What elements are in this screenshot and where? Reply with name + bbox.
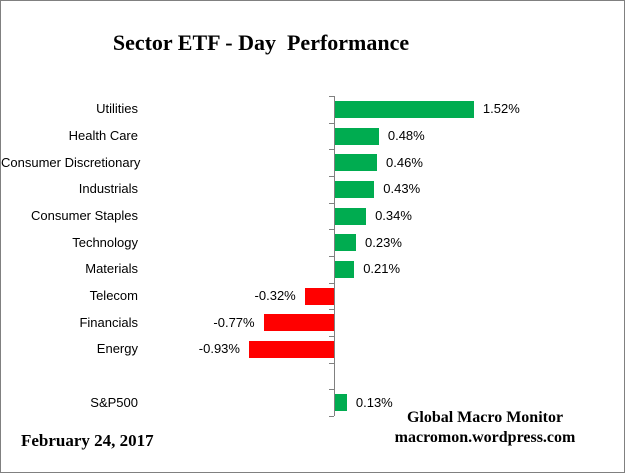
value-label: 0.48% xyxy=(387,128,425,143)
negative-bar xyxy=(263,314,334,332)
axis-tick xyxy=(329,362,334,364)
watermark: Global Macro Monitor macromon.wordpress.… xyxy=(377,408,593,448)
positive-bar xyxy=(335,127,379,145)
value-label: -0.32% xyxy=(254,288,296,303)
value-label: 0.21% xyxy=(363,261,401,277)
axis-tick xyxy=(329,96,334,97)
value-axis xyxy=(334,96,335,416)
positive-bar xyxy=(335,234,357,252)
date-label: February 24, 2017 xyxy=(21,431,154,450)
category-label: Utilities xyxy=(96,101,138,117)
axis-tick xyxy=(329,416,334,417)
axis-tick xyxy=(329,256,334,257)
positive-bar xyxy=(335,394,347,412)
chart-title: Sector ETF - Day Performance xyxy=(112,30,410,55)
axis-tick xyxy=(329,309,334,311)
category-label: Consumer Staples xyxy=(31,208,138,223)
value-label: -0.77% xyxy=(213,314,255,330)
category-label: Health Care xyxy=(68,128,138,143)
value-label: 1.52% xyxy=(482,101,520,117)
watermark-line1: Global Macro Monitor xyxy=(406,409,564,426)
value-label: 0.43% xyxy=(383,181,421,197)
axis-tick xyxy=(329,149,334,151)
value-label: 0.13% xyxy=(355,394,393,410)
category-label: Financials xyxy=(79,314,138,330)
category-label: Industrials xyxy=(78,181,138,197)
category-label: Technology xyxy=(72,234,138,250)
category-label: Consumer Discretionary xyxy=(1,154,141,170)
negative-bar xyxy=(248,340,334,358)
category-label: Materials xyxy=(85,261,138,277)
axis-tick xyxy=(329,336,334,337)
value-label: 0.46% xyxy=(386,154,423,170)
axis-tick xyxy=(329,282,334,284)
axis-tick xyxy=(329,229,334,231)
positive-bar xyxy=(335,260,355,278)
axis-tick xyxy=(329,176,334,177)
axis-tick xyxy=(329,202,334,204)
negative-bar xyxy=(304,287,334,305)
value-label: 0.34% xyxy=(375,208,412,223)
positive-bar xyxy=(335,154,378,172)
positive-bar xyxy=(335,207,367,225)
category-label: S&P500 xyxy=(90,394,138,410)
value-label: 0.23% xyxy=(365,234,402,250)
category-label: Energy xyxy=(96,341,138,357)
axis-tick xyxy=(329,122,334,124)
axis-tick xyxy=(329,389,334,391)
positive-bar xyxy=(335,100,474,118)
category-label: Telecom xyxy=(89,288,138,303)
positive-bar xyxy=(335,180,375,198)
watermark-line2: macromon.wordpress.com xyxy=(394,429,576,446)
value-label: -0.93% xyxy=(198,341,240,357)
